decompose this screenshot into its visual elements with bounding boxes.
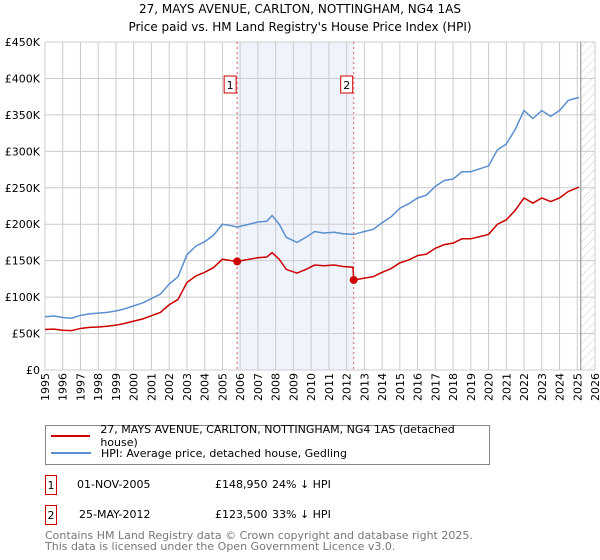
x-tick-label: 2020 [483, 373, 496, 401]
x-tick-label: 1997 [74, 373, 87, 401]
footer: Contains HM Land Registry data © Crown c… [45, 530, 473, 552]
sale-price: £148,950 [215, 478, 268, 491]
legend: 27, MAYS AVENUE, CARLTON, NOTTINGHAM, NG… [45, 423, 490, 465]
sale-price: £123,500 [215, 508, 268, 521]
y-tick-label: £300K [5, 145, 41, 158]
sale-hpi-diff: 33% ↓ HPI [272, 508, 331, 521]
x-tick-label: 2010 [305, 373, 318, 401]
x-tick-label: 2024 [554, 373, 567, 401]
x-tick-label: 2016 [412, 373, 425, 401]
x-tick-label: 2012 [341, 373, 354, 401]
legend-label: HPI: Average price, detached house, Gedl… [101, 446, 347, 460]
sale-point [349, 275, 358, 284]
y-tick-label: £200K [5, 218, 41, 231]
x-tick-label: 2003 [181, 373, 194, 401]
x-tick-label: 2005 [216, 373, 229, 401]
y-tick-label: £350K [5, 109, 41, 122]
y-tick-label: £150K [5, 255, 41, 268]
x-tick-label: 2000 [128, 373, 141, 401]
x-tick-label: 2025 [571, 373, 584, 401]
x-tick-label: 2013 [358, 373, 371, 401]
x-tick-label: 2002 [163, 373, 176, 401]
sale-label: 1 [227, 79, 234, 92]
price-chart: 27, MAYS AVENUE, CARLTON, NOTTINGHAM, NG… [5, 2, 600, 401]
y-tick-label: £100K [5, 291, 41, 304]
legend-label: 27, MAYS AVENUE, CARLTON, NOTTINGHAM, NG… [100, 423, 455, 449]
chart-subtitle: Price paid vs. HM Land Registry's House … [128, 20, 471, 34]
sale-marker-badge: 2 [45, 505, 57, 525]
sale-marker-badge: 1 [45, 475, 57, 495]
series-line [44, 186, 580, 332]
x-tick-label: 2021 [500, 373, 513, 401]
sale-hpi-diff: 24% ↓ HPI [272, 478, 331, 491]
x-tick-label: 1998 [92, 373, 105, 401]
sale-label-box [340, 75, 354, 94]
legend-item-hpi: HPI: Average price, detached house, Gedl… [51, 445, 347, 461]
x-tick-label: 2026 [589, 373, 600, 401]
x-tick-label: 1996 [57, 373, 70, 401]
x-tick-label: 2023 [536, 373, 549, 401]
x-tick-label: 2008 [270, 373, 283, 401]
blue-line-swatch [51, 452, 91, 454]
x-tick-label: 1995 [39, 373, 52, 401]
y-tick-label: £0 [26, 364, 40, 377]
sale-label: 2 [343, 79, 350, 92]
legend-item-property: 27, MAYS AVENUE, CARLTON, NOTTINGHAM, NG… [51, 423, 489, 449]
x-tick-label: 2007 [252, 373, 265, 401]
x-tick-label: 2017 [429, 373, 442, 401]
y-tick-label: £250K [5, 182, 41, 195]
x-tick-label: 2009 [287, 373, 300, 401]
x-tick-label: 1999 [110, 373, 123, 401]
copyright-note: Contains HM Land Registry data © Crown c… [45, 529, 473, 542]
x-tick-label: 2015 [394, 373, 407, 401]
y-tick-label: £50K [12, 328, 41, 341]
sale-point [233, 257, 242, 266]
x-tick-label: 2004 [199, 373, 212, 401]
red-line-swatch [51, 435, 91, 437]
x-tick-label: 2014 [376, 373, 389, 401]
forecast-hatch [580, 42, 595, 370]
licence-note: This data is licensed under the Open Gov… [45, 540, 396, 553]
sale-period-shading [237, 42, 354, 370]
x-tick-label: 2018 [447, 373, 460, 401]
y-tick-label: £450K [5, 36, 41, 49]
sale-date: 25-MAY-2012 [79, 508, 151, 521]
y-tick-label: £400K [5, 72, 41, 85]
x-tick-label: 2011 [323, 373, 336, 401]
x-tick-label: 2006 [234, 373, 247, 401]
x-tick-label: 2022 [518, 373, 531, 401]
sale-date: 01-NOV-2005 [77, 478, 151, 491]
sale-label-box [223, 75, 237, 94]
x-tick-label: 2001 [145, 373, 158, 401]
x-tick-label: 2019 [465, 373, 478, 401]
chart-title: 27, MAYS AVENUE, CARLTON, NOTTINGHAM, NG… [139, 2, 461, 16]
series-line [44, 96, 580, 320]
